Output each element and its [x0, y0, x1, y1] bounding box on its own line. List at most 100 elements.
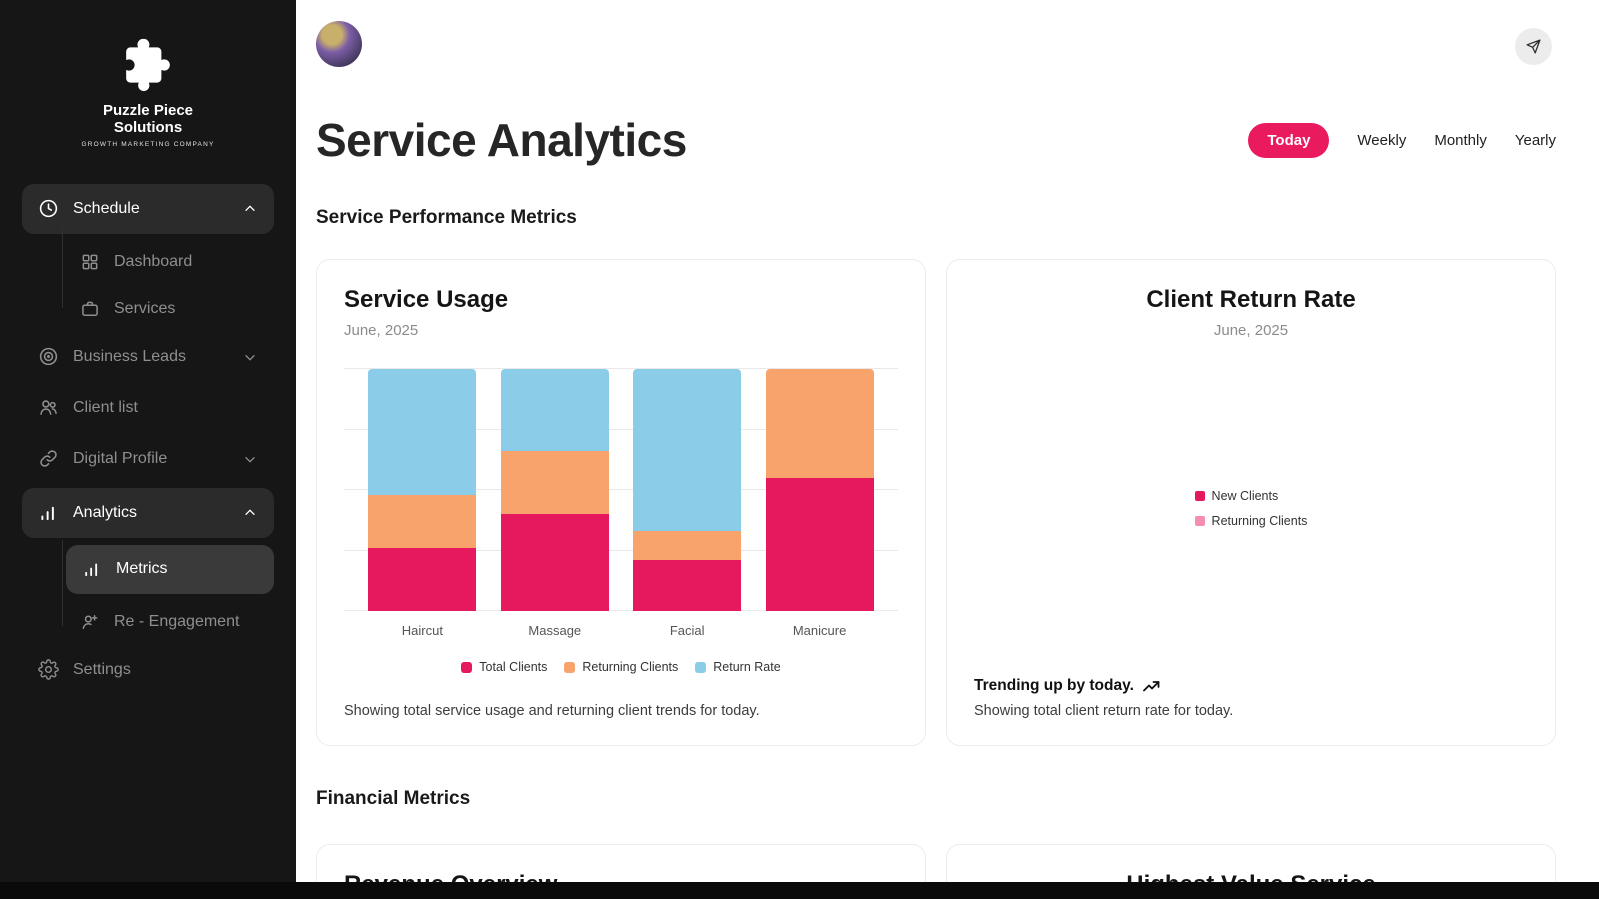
legend-label: Returning Clients — [582, 660, 679, 674]
sidebar-item-label: Client list — [73, 398, 138, 416]
category-label: Massage — [528, 623, 582, 638]
category-label: Manicure — [792, 623, 847, 638]
bar-column-massage — [500, 369, 609, 611]
card-subtitle: June, 2025 — [344, 322, 419, 339]
sidebar-item-label: Business Leads — [73, 347, 186, 365]
sidebar-item-re-engagement[interactable]: Re - Engagement — [22, 601, 274, 643]
sidebar-item-schedule[interactable]: Schedule — [22, 183, 274, 234]
target-icon — [38, 346, 59, 367]
sidebar-item-dashboard[interactable]: Dashboard — [22, 241, 274, 283]
dashboard-grid-icon — [80, 252, 100, 272]
users-icon — [38, 397, 59, 418]
user-plus-icon — [80, 612, 100, 632]
service-usage-chart — [344, 368, 898, 611]
trending-up-icon — [1142, 679, 1160, 694]
chevron-down-icon — [242, 451, 258, 467]
chart-bars — [344, 369, 898, 611]
sidebar-item-metrics[interactable]: Metrics — [66, 544, 274, 594]
chevron-down-icon — [242, 349, 258, 365]
sidebar-item-services[interactable]: Services — [22, 288, 274, 330]
tab-today[interactable]: Today — [1248, 122, 1330, 158]
card-subtitle: June, 2025 — [1213, 322, 1289, 339]
bar-chart-icon — [82, 559, 102, 579]
trend-row: Trending up by today. — [974, 677, 1528, 695]
bar-segment-return-rate — [633, 369, 742, 532]
bar-legend: Total Clients Returning Clients Return Rat… — [344, 660, 898, 674]
legend-item: Returning Clients — [564, 660, 678, 674]
legend-label: Returning Clients — [1211, 513, 1308, 528]
bar-segment-returning-clients — [500, 451, 609, 515]
chart-categories: Haircut Massage Facial Manicure — [344, 623, 898, 638]
sidebar-item-label: Digital Profile — [73, 449, 168, 467]
sidebar-item-label: Re - Engagement — [114, 612, 240, 630]
avatar[interactable] — [316, 21, 362, 67]
link-icon — [38, 448, 59, 469]
card-caption: Showing total service usage and returnin… — [344, 703, 760, 719]
section-heading-performance: Service Performance Metrics — [316, 207, 577, 228]
logo-subtitle: GROWTH MARKETING COMPANY — [81, 140, 215, 148]
service-usage-card: Service Usage June, 2025 Haircut Massage F… — [316, 259, 926, 746]
sidebar-item-digital-profile[interactable]: Digital Profile — [22, 437, 274, 481]
card-title: Client Return Rate — [1146, 286, 1356, 313]
client-return-chart: New Clients Returning Clients — [974, 339, 1528, 677]
tab-weekly[interactable]: Weekly — [1357, 131, 1407, 149]
page-header: Service Analytics Today Weekly Monthly Y… — [316, 113, 1556, 167]
sidebar-item-business-leads[interactable]: Business Leads — [22, 335, 274, 379]
legend-item: Return Rate — [695, 660, 781, 674]
bar-column-facial — [633, 369, 742, 611]
sidebar-item-settings[interactable]: Settings — [22, 648, 274, 692]
paper-plane-icon — [1525, 38, 1542, 55]
legend-swatch — [1194, 515, 1205, 526]
bar-segment-return-rate — [368, 369, 477, 495]
bar-column-manicure — [765, 369, 874, 611]
briefcase-icon — [80, 299, 100, 319]
gridline — [344, 549, 898, 551]
bar-segment-returning-clients — [765, 369, 874, 478]
logo: Puzzle Piece Solutions GROWTH MARKETING … — [22, 34, 274, 148]
tab-yearly[interactable]: Yearly — [1514, 131, 1556, 149]
sidebar-item-client-list[interactable]: Client list — [22, 386, 274, 430]
sidebar-nav: Schedule Dashboard Services — [22, 183, 274, 692]
bar-segment-total-clients — [500, 514, 609, 611]
page-title: Service Analytics — [316, 114, 687, 166]
chevron-up-icon — [242, 201, 258, 217]
tree-connector — [62, 224, 63, 308]
clock-icon — [38, 198, 59, 219]
legend-item: Returning Clients — [1194, 513, 1308, 528]
legend-label: New Clients — [1211, 488, 1279, 503]
card-caption: Showing total client return rate for tod… — [974, 703, 1234, 719]
legend-swatch — [461, 661, 473, 673]
logo-title-line1: Puzzle Piece — [102, 102, 194, 119]
sidebar-item-label: Dashboard — [114, 252, 193, 270]
sidebar-item-analytics[interactable]: Analytics — [22, 487, 274, 538]
logo-title-line2: Solutions — [113, 119, 183, 137]
puzzle-piece-icon — [126, 38, 170, 92]
legend-item: New Clients — [1194, 488, 1308, 503]
bar-segment-returning-clients — [368, 494, 477, 549]
sidebar-item-label: Metrics — [116, 560, 168, 577]
bottom-bar — [0, 882, 1599, 899]
trend-text: Trending up by today. — [974, 677, 1134, 694]
send-button[interactable] — [1515, 28, 1552, 65]
tab-monthly[interactable]: Monthly — [1434, 131, 1487, 149]
gear-icon — [38, 659, 59, 680]
gridline — [344, 368, 898, 369]
client-return-rate-card: Client Return Rate June, 2025 New Client… — [946, 259, 1556, 746]
main-content: Service Analytics Today Weekly Monthly Y… — [296, 0, 1599, 899]
legend-swatch — [564, 661, 576, 673]
legend-label: Total Clients — [479, 660, 548, 674]
gridline — [344, 610, 898, 611]
card-title: Service Usage — [344, 286, 509, 313]
performance-cards-row: Service Usage June, 2025 Haircut Massage F… — [316, 259, 1556, 746]
gridline — [344, 489, 898, 490]
legend-swatch — [1194, 490, 1205, 501]
time-range-tabs: Today Weekly Monthly Yearly — [1248, 122, 1556, 158]
sidebar: Puzzle Piece Solutions GROWTH MARKETING … — [0, 0, 296, 899]
bar-segment-returning-clients — [633, 531, 742, 561]
gridline — [344, 428, 898, 430]
chart-gridlines — [344, 368, 898, 611]
bar-column-haircut — [368, 369, 477, 611]
bar-segment-total-clients — [765, 477, 874, 611]
tree-connector — [62, 540, 63, 626]
